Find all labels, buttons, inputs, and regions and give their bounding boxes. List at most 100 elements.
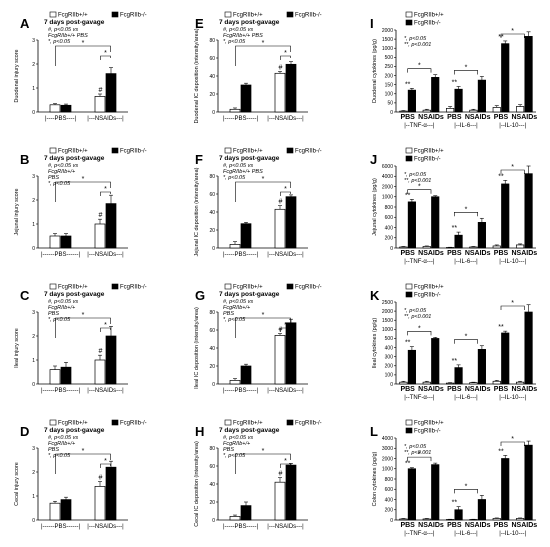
bar-ko	[501, 458, 510, 521]
sig-bracket	[500, 169, 525, 174]
y-tick-label: 400	[385, 225, 394, 231]
bar-ko	[454, 509, 463, 521]
panel-title: 7 days post-gavage	[219, 19, 280, 26]
y-tick-label: 0	[32, 110, 35, 116]
bar-ko	[454, 234, 463, 249]
x-group-label: |----PBS----|	[45, 116, 77, 122]
sig-star: *	[82, 176, 85, 183]
sig-star: **	[452, 500, 458, 507]
panel-title: 7 days post-gavage	[219, 427, 280, 434]
legend-label-wt: FcgRIIb+/+	[414, 13, 444, 19]
panel-g: G Ileal IC deposition (intensity/area) 0 20…	[194, 283, 322, 394]
x-category-label: PBS	[494, 386, 509, 393]
sig-hash: #	[99, 348, 103, 355]
y-axis-label: Duodenal cytokines (pg/g)	[372, 39, 378, 103]
y-axis-label: Ileal injury score	[14, 328, 20, 368]
y-tick-label: 800	[385, 205, 394, 211]
panel-note: *, p<0.05	[223, 175, 246, 181]
legend-swatch-ko	[405, 291, 413, 298]
sig-star: *	[465, 64, 468, 71]
legend-label-ko: FcgRIIb-/-	[120, 13, 147, 19]
bar-wt	[49, 369, 61, 385]
panel-k: K Ileal cytokines (pg/g) 0 100 200 300 400 500 1…	[370, 283, 537, 401]
legend-label-wt: FcgRIIb+/+	[58, 13, 88, 19]
y-tick-label: 0	[32, 246, 35, 252]
legend-swatch-ko	[111, 419, 119, 426]
sig-star: *	[82, 448, 85, 455]
sig-hash: #	[279, 327, 283, 334]
bar-wt	[516, 244, 525, 249]
y-tick-label: 40	[209, 74, 215, 80]
sig-bracket	[500, 441, 525, 446]
bar-wt	[399, 246, 408, 249]
bar-wt	[274, 481, 286, 521]
x-category-label: NSAIDs	[511, 250, 537, 257]
legend-label-ko: FcgRIIb-/-	[295, 13, 322, 19]
legend-swatch-wt	[224, 147, 232, 154]
bar-wt	[274, 72, 286, 113]
x-category-label: NSAIDs	[511, 522, 537, 529]
sig-star: *	[465, 206, 468, 213]
legend-swatch-wt	[224, 283, 232, 290]
panel-note: #, p<0.05 vs	[223, 435, 253, 441]
x-category-label: NSAIDs	[418, 250, 444, 257]
x-group-label: |---NSAIDs---|	[267, 116, 304, 122]
sig-star: *	[104, 458, 107, 465]
sig-bracket	[100, 327, 111, 332]
legend-swatch-wt	[405, 11, 413, 18]
sig-bracket	[407, 331, 432, 336]
legend-label-wt: FcgRIIb+/+	[414, 149, 444, 155]
bar-wt	[49, 235, 61, 249]
bar-ko	[407, 468, 416, 521]
panel-letter: H	[195, 424, 204, 439]
sig-bracket	[454, 70, 478, 75]
panel-h: H Cecal IC deposition (intensity/area) 0 20…	[194, 419, 322, 530]
x-group-label: |--IL-6---|	[454, 395, 478, 401]
legend-label-wt: FcgRIIb+/+	[58, 149, 88, 155]
bar-wt	[469, 109, 478, 113]
bar-wt	[274, 208, 286, 249]
y-tick-label: 80	[209, 310, 215, 316]
bar-ko	[285, 322, 297, 385]
bar-wt	[492, 245, 501, 249]
panel-note: **, p<0.001	[404, 450, 431, 456]
x-group-label: |--IL-6---|	[454, 123, 478, 129]
panel-letter: A	[20, 16, 30, 31]
sig-bracket	[500, 305, 525, 310]
bar-ko	[524, 311, 533, 385]
sig-star: **	[452, 358, 458, 365]
panel-note: PBS	[223, 447, 234, 453]
x-group-label: |---NSAIDs---|	[267, 524, 304, 530]
panel-note: FcgRIIb+/+ PBS	[223, 33, 263, 39]
legend-label-wt: FcgRIIb+/+	[233, 421, 263, 427]
panel-note: PBS	[48, 175, 59, 181]
y-tick-label: 0	[32, 382, 35, 388]
sig-star: *	[511, 164, 514, 171]
legend-swatch-wt	[49, 419, 57, 426]
sig-star: **	[405, 340, 411, 347]
bar-ko	[501, 183, 510, 249]
y-tick-label: 1500	[382, 318, 393, 324]
y-tick-label: 250	[385, 64, 394, 70]
legend-swatch-wt	[405, 147, 413, 154]
legend-swatch-wt	[405, 283, 413, 290]
x-group-label: |--TNF-α---|	[404, 123, 435, 129]
sig-hash: #	[99, 87, 103, 94]
panel-letter: I	[370, 16, 374, 31]
y-axis-label: Jejunal injury score	[14, 188, 20, 235]
legend-label-wt: FcgRIIb+/+	[58, 421, 88, 427]
panel-note: #, p<0.05 vs	[48, 163, 78, 169]
legend-label-ko: FcgRIIb-/-	[120, 421, 147, 427]
sig-star: **	[498, 448, 504, 455]
sig-star: **	[498, 173, 504, 180]
legend-label-ko: FcgRIIb-/-	[414, 429, 441, 435]
y-tick-label: 2	[32, 198, 35, 204]
x-group-label: |--IL-6---|	[454, 259, 478, 265]
bar-ko	[477, 349, 486, 385]
legend-label-wt: FcgRIIb+/+	[233, 149, 263, 155]
x-group-label: |---NSAIDs---|	[87, 524, 124, 530]
panel-i: I Duodenal cytokines (pg/g) 0 50 100 150 200 25…	[370, 11, 537, 129]
bar-wt	[399, 110, 408, 113]
legend-label-ko: FcgRIIb-/-	[414, 293, 441, 299]
bar-wt	[274, 335, 286, 385]
